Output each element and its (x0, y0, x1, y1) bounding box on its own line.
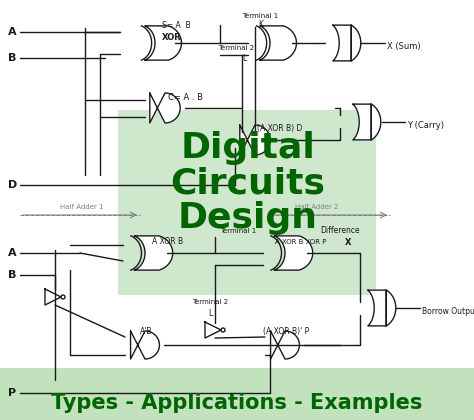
Text: Difference: Difference (320, 226, 360, 235)
Text: Half Adder 1: Half Adder 1 (60, 204, 103, 210)
Polygon shape (205, 322, 221, 338)
Text: A XOR B XOR P: A XOR B XOR P (275, 239, 327, 245)
Text: Y (Carry): Y (Carry) (407, 121, 444, 129)
Polygon shape (333, 25, 361, 61)
Text: L: L (242, 54, 246, 63)
Text: (A XOR B)' P: (A XOR B)' P (263, 327, 309, 336)
Text: B: B (8, 53, 17, 63)
Polygon shape (260, 26, 296, 60)
Text: B: B (8, 270, 17, 280)
Text: XOR: XOR (162, 33, 182, 42)
Text: Terminal 1: Terminal 1 (220, 228, 256, 234)
Polygon shape (240, 125, 270, 155)
Text: X (Sum): X (Sum) (387, 42, 420, 50)
Polygon shape (274, 236, 313, 270)
Text: K: K (258, 20, 263, 29)
Polygon shape (130, 331, 159, 359)
Polygon shape (134, 236, 173, 270)
Text: (A XOR B) D: (A XOR B) D (257, 123, 302, 132)
Polygon shape (45, 289, 61, 305)
Text: P: P (8, 388, 16, 398)
Text: Design: Design (178, 201, 318, 235)
Text: L: L (208, 309, 212, 318)
Text: D: D (8, 180, 17, 190)
Text: Digital: Digital (181, 131, 315, 165)
Text: A'B: A'B (140, 327, 153, 336)
Bar (0, 368, 474, 420)
Text: C= A . B: C= A . B (168, 94, 203, 102)
Text: Terminal 2: Terminal 2 (218, 45, 254, 51)
Text: A: A (8, 27, 17, 37)
Text: A XOR B: A XOR B (152, 237, 183, 247)
Polygon shape (353, 104, 381, 140)
Text: Terminal 1: Terminal 1 (242, 13, 278, 19)
Text: Circuits: Circuits (171, 166, 326, 200)
Text: Types - Applications - Examples: Types - Applications - Examples (51, 393, 423, 413)
Text: X: X (345, 238, 352, 247)
Text: Half Adder 2: Half Adder 2 (295, 204, 338, 210)
Polygon shape (368, 290, 396, 326)
Polygon shape (271, 331, 300, 359)
Bar (118, 110, 376, 295)
Text: Terminal 2: Terminal 2 (192, 299, 228, 305)
Polygon shape (145, 26, 182, 60)
Text: Borrow Output Y: Borrow Output Y (422, 307, 474, 315)
Text: S= A  B: S= A B (162, 21, 191, 30)
Text: A: A (8, 248, 17, 258)
Polygon shape (150, 93, 180, 123)
